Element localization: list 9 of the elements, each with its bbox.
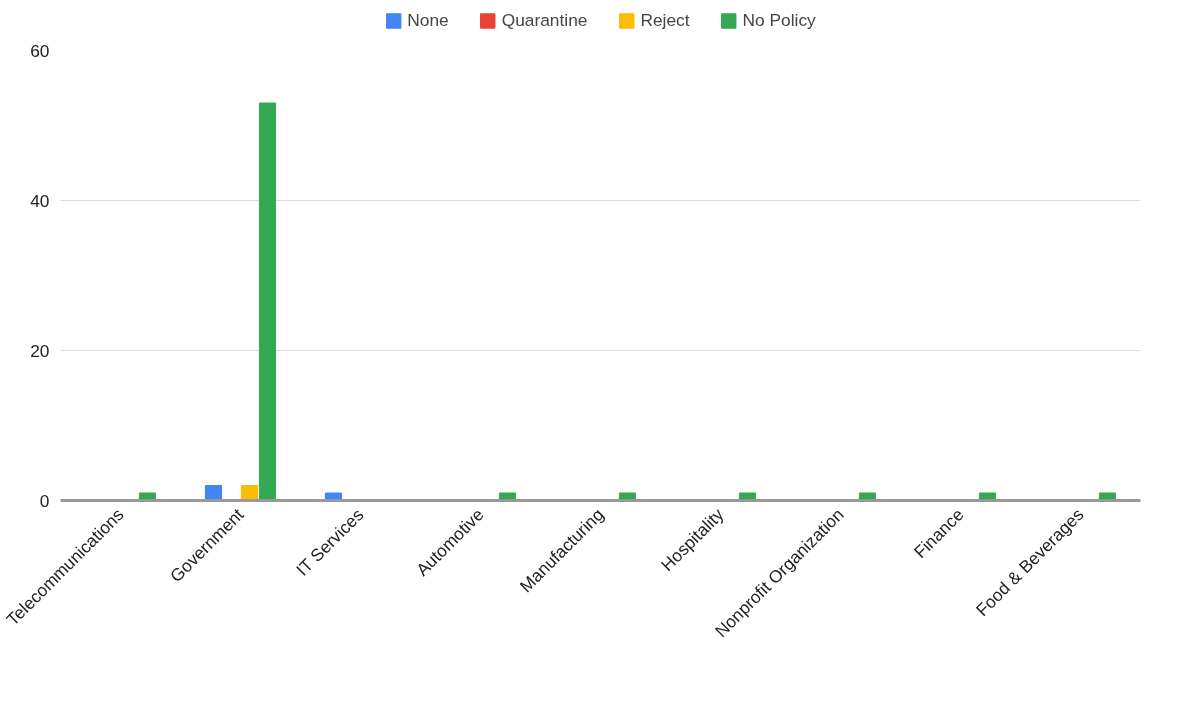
y-tick-label: 40	[30, 190, 50, 211]
bar	[258, 102, 277, 501]
legend-label: None	[407, 9, 449, 31]
y-tick-label: 0	[39, 490, 50, 511]
legend-label: Quarantine	[501, 9, 588, 31]
y-tick-label: 20	[30, 340, 50, 361]
legend-label: Reject	[640, 9, 690, 31]
y-tick-label: 60	[30, 40, 50, 61]
legend-label: No Policy	[742, 9, 816, 31]
